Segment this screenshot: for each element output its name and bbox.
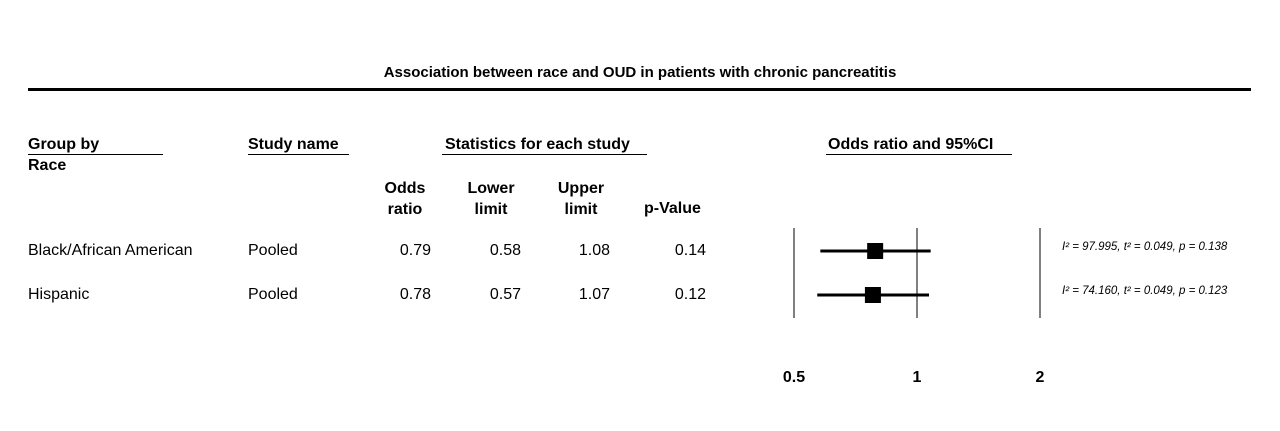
header-group-underline (28, 154, 163, 155)
col-or-line1: Odds (384, 180, 426, 197)
header-group-line1: Group by (28, 136, 100, 153)
header-study: Study name (248, 136, 339, 153)
row-upper: 1.08 (578, 242, 610, 259)
row-p: 0.14 (674, 242, 706, 259)
row-study: Pooled (248, 286, 298, 303)
col-lower-header: Lower limit (458, 178, 524, 220)
row-or: 0.78 (399, 286, 431, 303)
header-plot-underline (826, 154, 1012, 155)
row-upper: 1.07 (578, 286, 610, 303)
col-lower-line2: limit (474, 201, 508, 218)
odds-ratio-point (864, 287, 881, 303)
x-tick-label: 1 (912, 369, 922, 386)
header-plot: Odds ratio and 95%CI (828, 136, 994, 153)
title-rule (28, 88, 1251, 91)
header-group-line2: Race (28, 157, 67, 174)
row-lower: 0.57 (489, 286, 521, 303)
col-or-line2: ratio (387, 201, 423, 218)
row-p: 0.12 (674, 286, 706, 303)
header-stats-underline (442, 154, 647, 155)
col-p-header: p-Value (644, 200, 701, 217)
odds-ratio-point (867, 243, 884, 259)
row-study: Pooled (248, 242, 298, 259)
col-upper-line1: Upper (557, 180, 605, 197)
row-lower: 0.58 (489, 242, 521, 259)
col-upper-line2: limit (564, 201, 598, 218)
row-heterogeneity-stat: I² = 97.995, t² = 0.049, p = 0.138 (1062, 241, 1228, 253)
header-stats: Statistics for each study (445, 136, 630, 153)
col-upper-header: Upper limit (548, 178, 614, 220)
row-heterogeneity-stat: I² = 74.160, t² = 0.049, p = 0.123 (1062, 285, 1228, 297)
row-group: Black/African American (28, 242, 193, 259)
chart-title: Association between race and OUD in pati… (383, 64, 897, 81)
row-group: Hispanic (28, 286, 90, 303)
header-study-underline (248, 154, 349, 155)
col-lower-line1: Lower (467, 180, 515, 197)
x-tick-label: 0.5 (782, 369, 806, 386)
x-tick-label: 2 (1035, 369, 1045, 386)
row-or: 0.79 (399, 242, 431, 259)
col-or-header: Odds ratio (372, 178, 438, 220)
